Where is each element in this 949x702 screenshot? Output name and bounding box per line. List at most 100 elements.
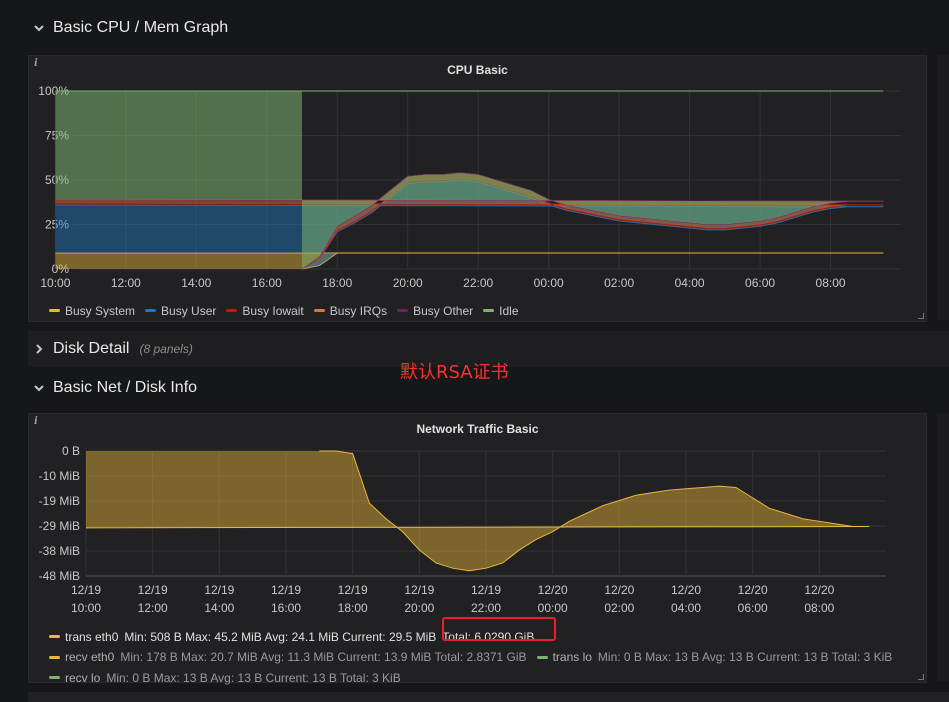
adjacent-panel-edge: [937, 413, 949, 681]
resize-handle-icon[interactable]: [918, 313, 924, 319]
panel-title: Network Traffic Basic: [416, 422, 539, 436]
legend-label: trans lo: [552, 650, 592, 664]
network-chart: 0 B -10 MiB -19 MiB -29 MiB -38 MiB -48 MiB 12…: [39, 444, 886, 615]
x-tick-time: 10:00: [71, 601, 101, 615]
x-tick-date: 12/20: [604, 583, 634, 597]
legend-label: Busy System: [65, 303, 136, 318]
legend-item[interactable]: trans eth0 Min: 508 B Max: 45.2 MiB Avg: …: [49, 628, 534, 646]
legend-stats: Min: 0 B Max: 13 B Avg: 13 B Current: 13…: [106, 670, 401, 685]
legend-swatch: [313, 309, 325, 312]
chevron-down-icon: [34, 385, 44, 392]
adjacent-panel-edge: [937, 55, 949, 320]
x-tick-date: 12/20: [738, 583, 768, 597]
info-icon[interactable]: i: [34, 416, 38, 427]
legend-item[interactable]: Busy System: [49, 304, 135, 318]
legend-label: Busy Other: [413, 303, 474, 318]
row-panel-count: (8 panels): [139, 342, 193, 356]
panel-title: CPU Basic: [447, 63, 508, 77]
legend-swatch: [145, 309, 157, 312]
legend-item[interactable]: trans lo Min: 0 B Max: 13 B Avg: 13 B Cur…: [536, 648, 892, 666]
x-tick-date: 12/19: [271, 583, 301, 597]
y-tick-label: -19 MiB: [39, 494, 80, 508]
x-tick-label: 04:00: [675, 276, 705, 290]
cpu-basic-panel: i CPU Basic 100%75%50%25%0%12:0014:0016:…: [28, 55, 927, 322]
legend-item[interactable]: Busy User: [145, 304, 216, 318]
legend-item[interactable]: Busy Iowait: [226, 303, 304, 318]
x-tick-date: 12/19: [338, 583, 368, 597]
y-tick-label: -29 MiB: [39, 519, 80, 533]
x-tick-label: 12:00: [111, 276, 141, 290]
legend-item[interactable]: Idle: [483, 303, 519, 318]
cpu-legend: Busy System Busy User Busy Iowait Busy IRQs…: [49, 301, 529, 318]
x-tick-date: 12/19: [471, 583, 501, 597]
info-icon[interactable]: i: [34, 58, 38, 69]
x-tick-date: 12/19: [204, 583, 234, 597]
x-tick-time: 20:00: [404, 601, 434, 615]
legend-swatch: [397, 309, 409, 312]
x-tick-label: 20:00: [393, 276, 423, 290]
x-tick-time: 14:00: [204, 601, 234, 615]
x-tick-date: 12/20: [804, 583, 834, 597]
y-tick-label: -10 MiB: [39, 469, 80, 483]
line-busy-system: [55, 252, 884, 270]
cpu-chart: 100%75%50%25%0%12:0014:0016:0018:0020:00…: [38, 84, 901, 290]
y-tick-label: -48 MiB: [39, 569, 80, 583]
x-tick-label: 16:00: [252, 276, 282, 290]
legend-label: recv lo: [65, 670, 101, 685]
y-tick-label: 0%: [52, 262, 70, 276]
x-tick-label: 14:00: [181, 276, 211, 290]
area-busy-user: [55, 180, 884, 269]
area-idle: [55, 91, 884, 269]
row-header-cpu-mem[interactable]: Basic CPU / Mem Graph: [0, 10, 949, 46]
row-title: Basic CPU / Mem Graph: [53, 19, 229, 36]
x-tick-label: 10:00: [40, 276, 70, 290]
y-tick-label: 25%: [45, 218, 69, 232]
legend-label: Busy Iowait: [242, 303, 304, 318]
x-tick-time: 06:00: [738, 601, 768, 615]
legend-label: Busy IRQs: [329, 303, 388, 318]
legend-item[interactable]: Busy IRQs: [313, 303, 388, 318]
legend-swatch: [49, 309, 60, 312]
legend-swatch: [226, 309, 238, 312]
x-tick-time: 02:00: [604, 601, 634, 615]
legend-label: trans eth0: [65, 629, 119, 644]
legend-item[interactable]: recv lo Min: 0 B Max: 13 B Avg: 13 B Curr…: [49, 669, 401, 687]
row-header-disk-detail[interactable]: Disk Detail (8 panels): [28, 331, 949, 367]
x-tick-time: 08:00: [804, 601, 834, 615]
x-tick-label: 22:00: [463, 276, 493, 290]
x-tick-time: 18:00: [338, 601, 368, 615]
legend-item[interactable]: recv eth0 Min: 178 B Max: 20.7 MiB Avg: 1…: [49, 648, 527, 666]
x-tick-date: 12/19: [404, 583, 434, 597]
legend-swatch: [49, 676, 60, 679]
network-legend: trans eth0 Min: 508 B Max: 45.2 MiB Avg: …: [49, 625, 929, 687]
network-traffic-panel: i Network Traffic Basic 0 B -10 MiB -19 Mi…: [28, 413, 927, 685]
legend-label: Idle: [499, 303, 519, 318]
x-tick-time: 00:00: [538, 601, 568, 615]
line-trans-eth0: [85, 450, 870, 572]
x-tick-time: 12:00: [138, 601, 168, 615]
x-tick-time: 04:00: [671, 601, 701, 615]
y-tick-label: 0 B: [62, 444, 80, 458]
row-title: Disk Detail: [53, 340, 130, 357]
x-tick-time: 22:00: [471, 601, 501, 615]
legend-item[interactable]: Busy Other: [397, 304, 473, 318]
next-panel-edge: [28, 692, 949, 702]
legend-swatch: [49, 655, 60, 659]
x-tick-date: 12/20: [538, 583, 568, 597]
y-tick-label: -38 MiB: [39, 544, 80, 558]
legend-label: recv eth0: [65, 650, 115, 664]
highlight-box: [442, 617, 556, 641]
resize-handle-icon[interactable]: [918, 674, 924, 680]
annotation-text: 默认RSA证书: [400, 362, 509, 383]
area-busy-system: [55, 252, 884, 269]
chevron-down-icon: [34, 25, 44, 32]
x-tick-date: 12/19: [138, 583, 168, 597]
x-tick-label: 00:00: [534, 276, 564, 290]
row-header-net-disk[interactable]: Basic Net / Disk Info: [0, 370, 949, 406]
x-tick-label: 02:00: [604, 276, 634, 290]
x-tick-label: 06:00: [745, 276, 775, 290]
x-tick-date: 12/20: [671, 583, 701, 597]
legend-label: Busy User: [161, 303, 217, 318]
legend-stats: Min: 508 B Max: 45.2 MiB Avg: 24.1 MiB C…: [124, 629, 437, 644]
chevron-right-icon: [36, 344, 43, 354]
